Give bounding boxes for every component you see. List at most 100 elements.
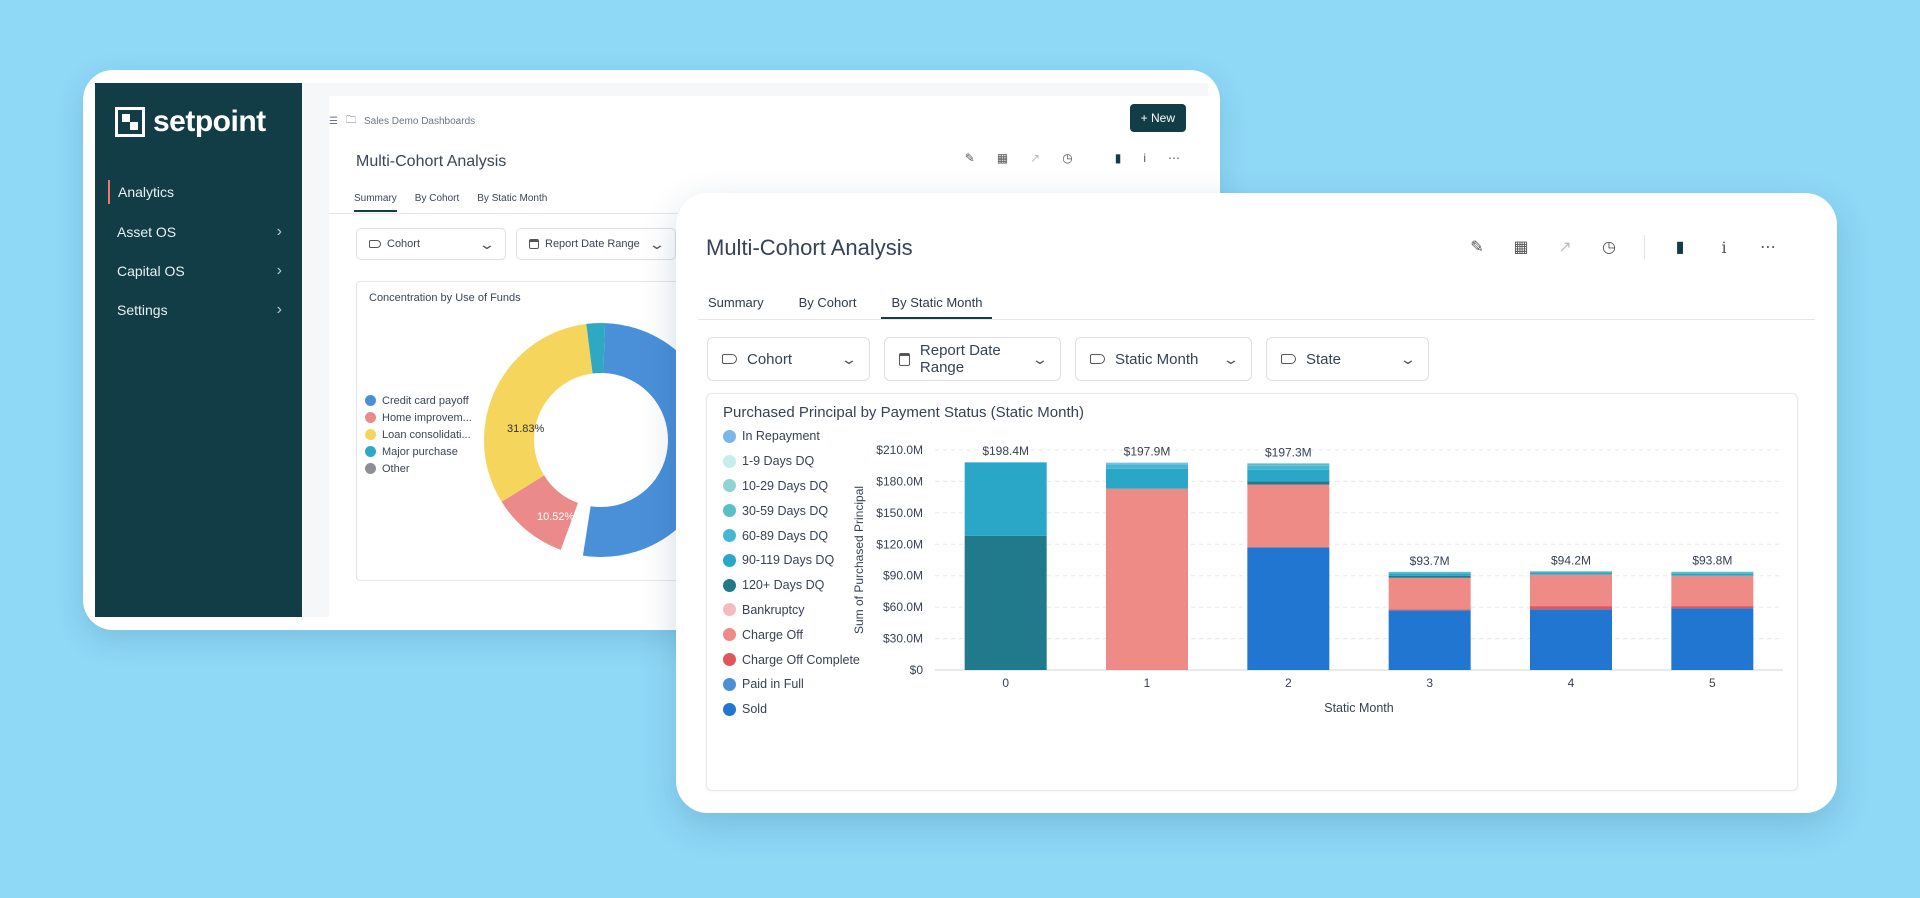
- legend-item-60-89-days-dq[interactable]: 60-89 Days DQ: [723, 523, 860, 548]
- bar-segment-60-89-days-dq[interactable]: [1530, 571, 1612, 573]
- sidebar-item-capital-os[interactable]: Capital OS ›: [95, 251, 302, 290]
- edit-icon[interactable]: ✎: [964, 151, 975, 165]
- bar-segment-30-59-days-dq[interactable]: [1530, 571, 1612, 572]
- legend-item[interactable]: Other: [365, 460, 472, 477]
- bar-segment-in-repayment[interactable]: [964, 462, 1047, 463]
- info-icon[interactable]: i: [1143, 151, 1146, 165]
- legend-item-10-29-days-dq[interactable]: 10-29 Days DQ: [723, 474, 860, 499]
- bar-segment-30-59-days-dq[interactable]: [1671, 571, 1754, 573]
- legend-item[interactable]: Loan consolidati...: [365, 426, 472, 443]
- bar-segment-60-89-days-dq[interactable]: [1671, 572, 1754, 574]
- sidebar-item-settings[interactable]: Settings ›: [95, 290, 302, 329]
- bar-segment-charge-off[interactable]: [1247, 484, 1330, 548]
- bar-segment-charge-off-complete[interactable]: [1530, 606, 1612, 610]
- legend-item-in-repayment[interactable]: In Repayment: [723, 424, 860, 449]
- tag-icon: [369, 240, 381, 248]
- legend-item[interactable]: Home improvem...: [365, 409, 472, 426]
- add-to-dashboard-icon[interactable]: ▦: [996, 151, 1009, 165]
- bar-segment-60-89-days-dq[interactable]: [1106, 464, 1188, 469]
- sidebar-item-analytics[interactable]: Analytics: [108, 180, 302, 204]
- filter-static-month[interactable]: Static Month ⌄: [1075, 337, 1252, 381]
- legend-item-30-59-days-dq[interactable]: 30-59 Days DQ: [723, 498, 860, 523]
- history-icon[interactable]: ◷: [1602, 239, 1616, 256]
- donut-slice-loan-consolidation[interactable]: [484, 323, 718, 558]
- logo[interactable]: setpoint: [115, 105, 266, 139]
- bar-segment-sold[interactable]: [1530, 609, 1612, 670]
- donut-slice-major-purchase[interactable]: [484, 323, 718, 558]
- bar-segment-30-59-days-dq[interactable]: [1106, 463, 1188, 465]
- y-tick-label: $30.0M: [883, 632, 923, 646]
- bar-segment-90-119-days-dq[interactable]: [1388, 573, 1471, 576]
- tab-by-cohort[interactable]: By Cohort: [798, 295, 857, 310]
- filter-report-date-range[interactable]: Report Date Range ⌄: [516, 228, 676, 260]
- legend-swatch: [365, 446, 376, 457]
- bar-segment-60-89-days-dq[interactable]: [1388, 572, 1471, 574]
- legend-label: 120+ Days DQ: [742, 578, 825, 593]
- history-icon[interactable]: ◷: [1062, 151, 1073, 165]
- bar-segment-60-89-days-dq[interactable]: [1247, 465, 1330, 470]
- tag-icon: [1090, 354, 1105, 364]
- bar-segment-120-days-dq[interactable]: [1247, 481, 1330, 485]
- legend-item-paid-in-full[interactable]: Paid in Full: [723, 672, 860, 697]
- add-to-dashboard-icon[interactable]: ▦: [1513, 239, 1529, 256]
- bar-segment-in-repayment[interactable]: [1247, 463, 1330, 464]
- legend-item[interactable]: Credit card payoff: [365, 392, 472, 409]
- legend-label: 1-9 Days DQ: [742, 454, 815, 469]
- filter-cohort[interactable]: Cohort ⌄: [356, 228, 506, 260]
- filter-state[interactable]: State ⌄: [1266, 337, 1429, 381]
- bar-segment-sold[interactable]: [1671, 608, 1754, 670]
- bar-segment-charge-off[interactable]: [1671, 575, 1754, 607]
- legend-item-charge-off-complete[interactable]: Charge Off Complete: [723, 647, 860, 672]
- tab-summary[interactable]: Summary: [708, 295, 764, 310]
- bookmark-icon[interactable]: ▮: [1675, 239, 1685, 256]
- setpoint-logo-icon: [115, 107, 145, 137]
- bar-segment-in-repayment[interactable]: [1106, 462, 1188, 464]
- legend-item-sold[interactable]: Sold: [723, 697, 860, 722]
- legend-item-90-119-days-dq[interactable]: 90-119 Days DQ: [723, 548, 860, 573]
- new-button[interactable]: + New: [1129, 104, 1186, 132]
- legend-label: Loan consolidati...: [382, 428, 471, 441]
- tab-by-static-month[interactable]: By Static Month: [477, 193, 548, 204]
- menu-icon[interactable]: ☰: [329, 116, 338, 127]
- info-icon[interactable]: i: [1721, 237, 1727, 257]
- bar-segment-charge-off-complete[interactable]: [1671, 606, 1754, 609]
- legend-swatch: [365, 395, 376, 406]
- x-tick-label: 2: [1285, 676, 1292, 690]
- breadcrumb-label[interactable]: Sales Demo Dashboards: [363, 116, 476, 127]
- legend-label: In Repayment: [742, 429, 820, 444]
- bar-segment-90-119-days-dq[interactable]: [964, 462, 1047, 536]
- legend-swatch: [723, 653, 736, 667]
- bar-segment-30-59-days-dq[interactable]: [1247, 463, 1330, 466]
- share-icon[interactable]: ↗: [1030, 151, 1041, 165]
- bar-segment-charge-off-complete[interactable]: [1388, 609, 1471, 611]
- chevron-down-icon: ⌄: [1399, 350, 1417, 367]
- edit-icon[interactable]: ✎: [1470, 239, 1484, 256]
- bar-segment-30-59-days-dq[interactable]: [1388, 571, 1471, 573]
- legend-item-120-days-dq[interactable]: 120+ Days DQ: [723, 573, 860, 598]
- tab-by-static-month[interactable]: By Static Month: [881, 295, 993, 319]
- bar-segment-120-days-dq[interactable]: [1388, 575, 1471, 578]
- filter-cohort[interactable]: Cohort ⌄: [707, 337, 870, 381]
- bar-segment-90-119-days-dq[interactable]: [1671, 573, 1754, 576]
- legend-item-bankruptcy[interactable]: Bankruptcy: [723, 598, 860, 623]
- bar-segment-90-119-days-dq[interactable]: [1530, 572, 1612, 575]
- filter-report-date-range[interactable]: Report Date Range ⌄: [884, 337, 1061, 381]
- share-icon[interactable]: ↗: [1558, 239, 1572, 256]
- bar-segment-90-119-days-dq[interactable]: [1247, 469, 1330, 482]
- bar-segment-charge-off[interactable]: [1106, 488, 1188, 670]
- bar-segment-sold[interactable]: [1388, 610, 1471, 670]
- more-icon[interactable]: ⋯: [1168, 151, 1180, 165]
- bookmark-icon[interactable]: ▮: [1114, 151, 1122, 165]
- legend-item-charge-off[interactable]: Charge Off: [723, 622, 860, 647]
- tab-by-cohort[interactable]: By Cohort: [414, 193, 460, 204]
- legend-item[interactable]: Major purchase: [365, 443, 472, 460]
- bar-segment-120-days-dq[interactable]: [964, 535, 1047, 670]
- legend-item-1-9-days-dq[interactable]: 1-9 Days DQ: [723, 449, 860, 474]
- bar-segment-90-119-days-dq[interactable]: [1106, 468, 1188, 489]
- sidebar-item-asset-os[interactable]: Asset OS ›: [95, 212, 302, 251]
- bar-segment-sold[interactable]: [1247, 547, 1330, 670]
- bar-segment-charge-off[interactable]: [1388, 577, 1471, 610]
- bar-segment-charge-off[interactable]: [1530, 574, 1612, 607]
- more-icon[interactable]: ⋯: [1760, 239, 1776, 256]
- tab-summary[interactable]: Summary: [354, 193, 397, 212]
